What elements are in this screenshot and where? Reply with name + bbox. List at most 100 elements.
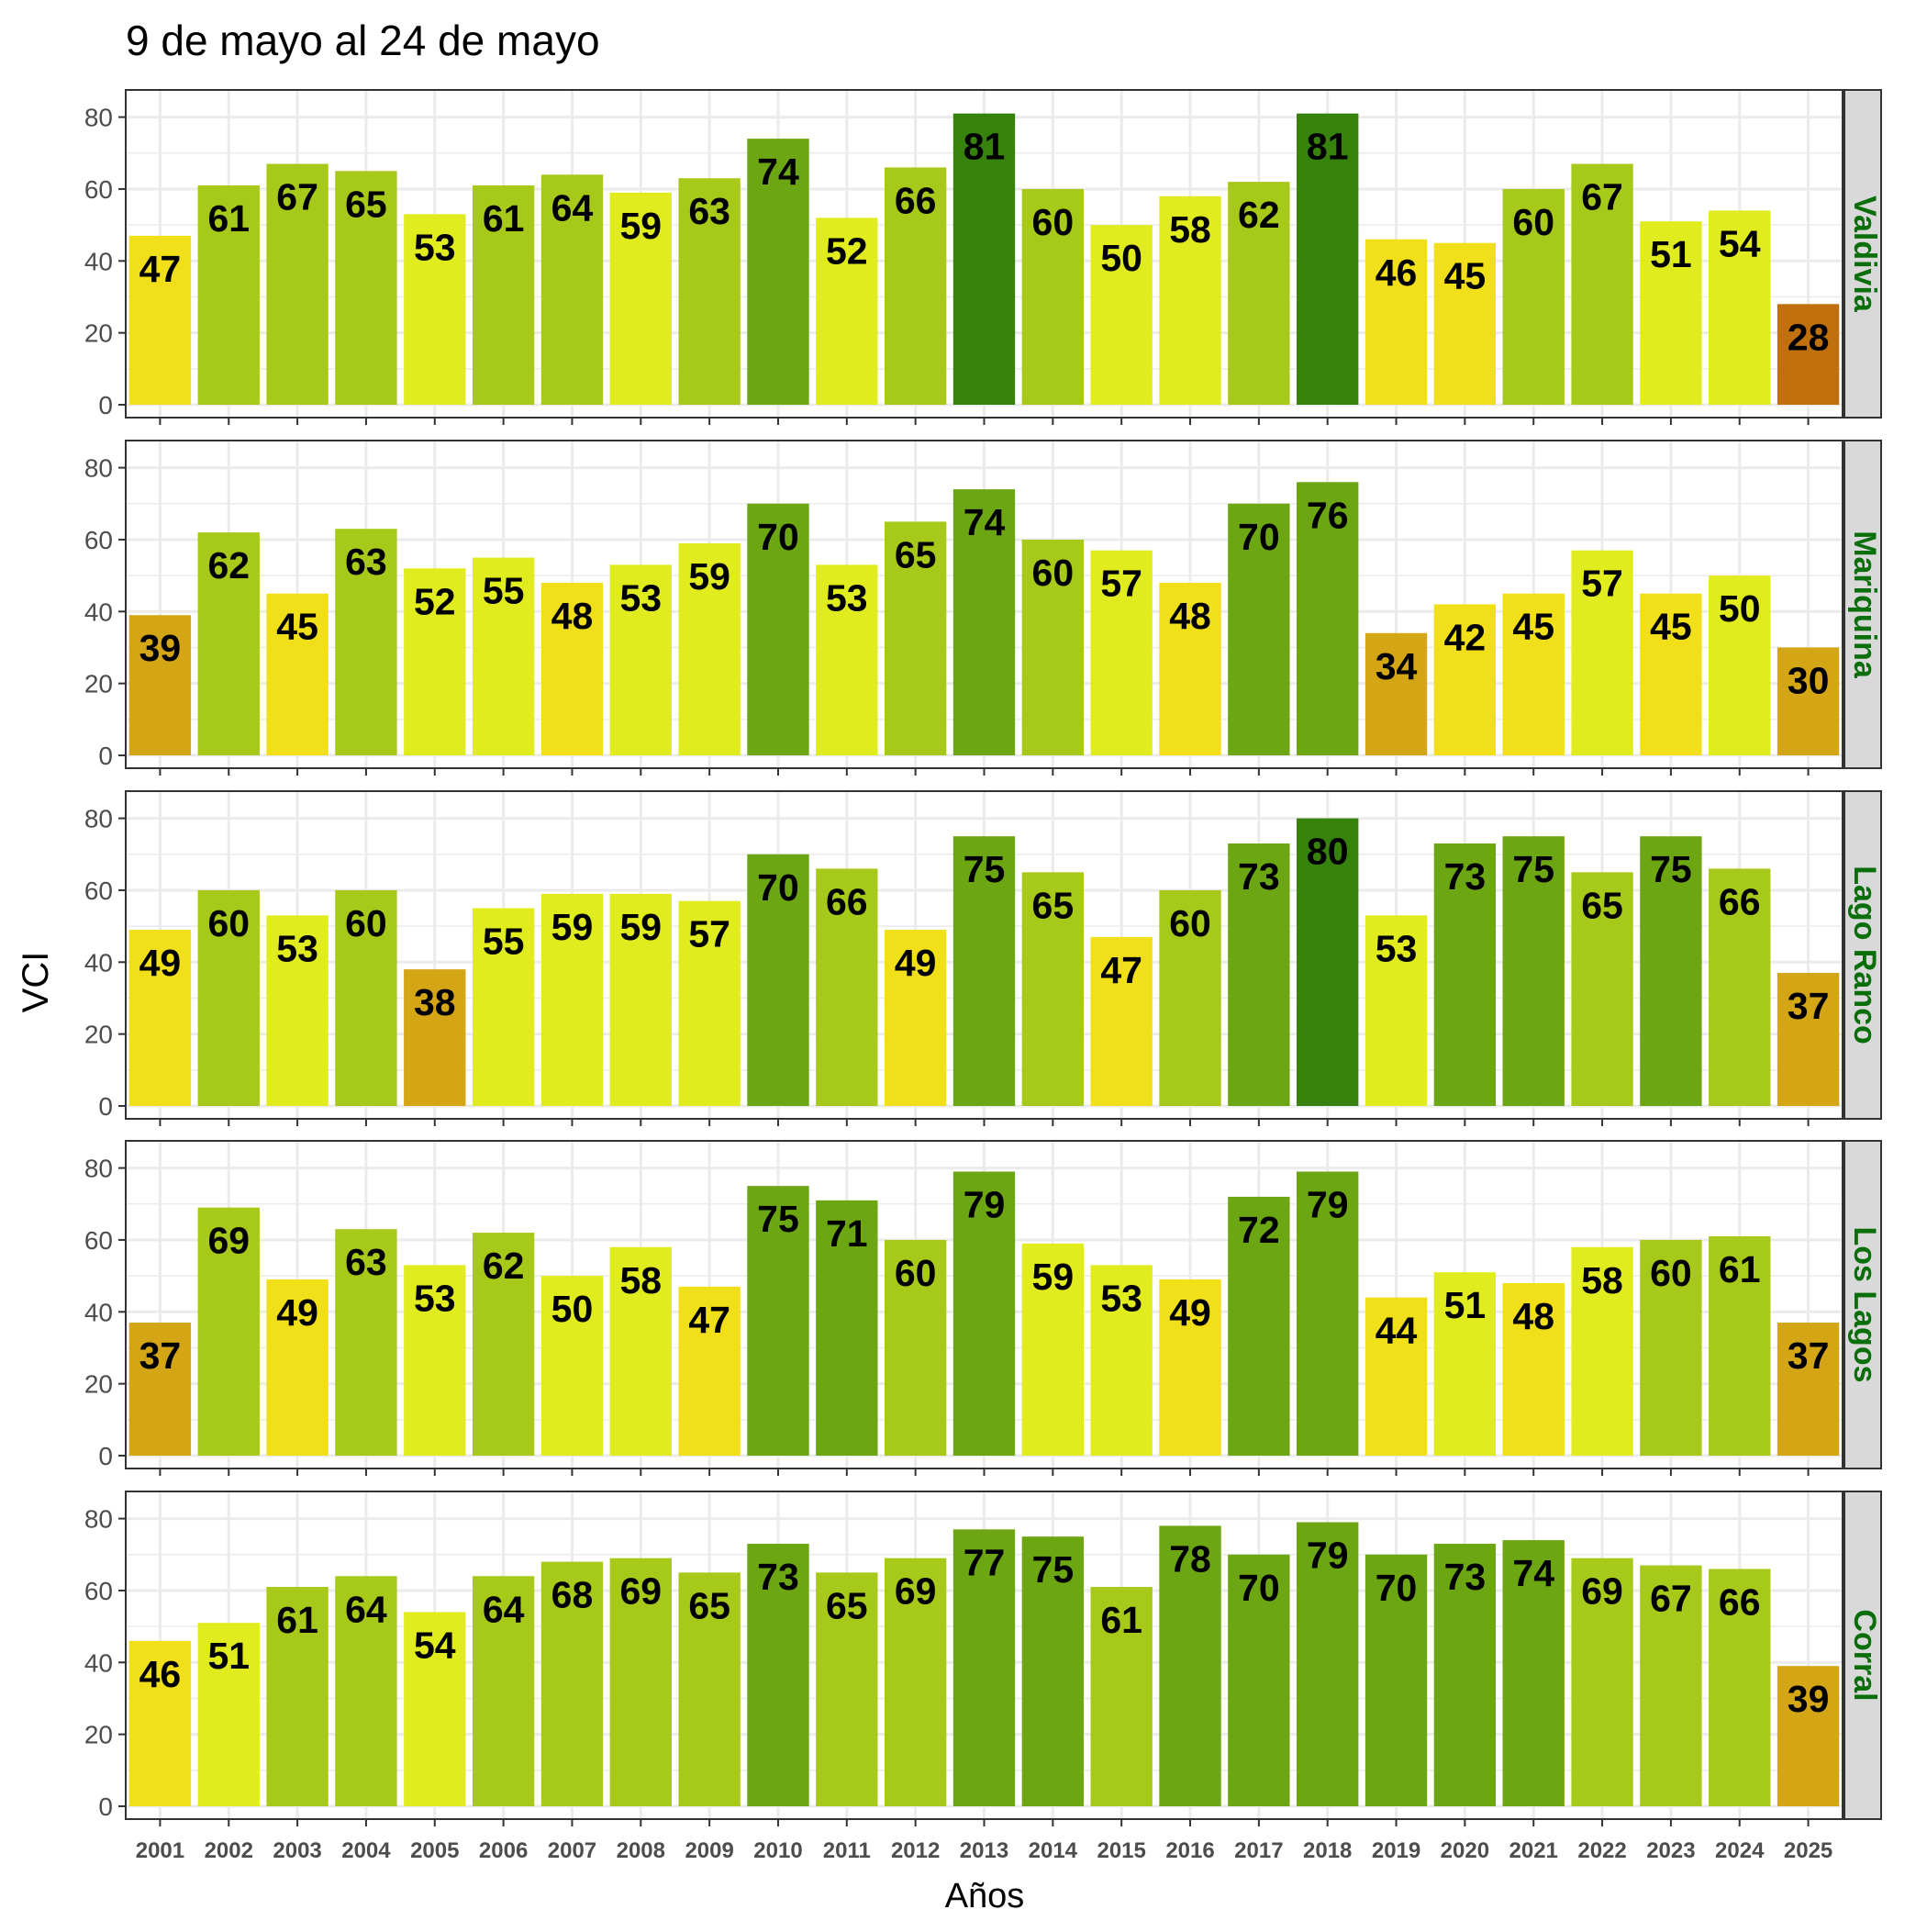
- y-tick-label: 60: [84, 526, 113, 554]
- bar-value-label: 48: [1169, 595, 1211, 637]
- x-tick-label: 2022: [1577, 1838, 1626, 1863]
- bar: [128, 1323, 192, 1456]
- bar: [128, 930, 192, 1106]
- y-tick-label: 60: [84, 877, 113, 905]
- bar: [1709, 1236, 1771, 1456]
- bar-value-label: 54: [1719, 222, 1761, 264]
- bar-value-label: 49: [1169, 1291, 1211, 1334]
- facet-panel: 46 51 61 64 54 64 68 69 65 73 65 69 77 75 61 78 70 79 70 73…: [84, 1491, 1882, 1826]
- bar: [404, 969, 466, 1106]
- bar-value-label: 69: [895, 1570, 937, 1613]
- bar-value-label: 53: [276, 927, 318, 969]
- bar: [609, 564, 672, 755]
- bar-value-label: 50: [1100, 237, 1142, 279]
- x-tick-label: 2002: [205, 1838, 253, 1863]
- bar: [335, 889, 397, 1106]
- bar-value-label: 39: [139, 627, 182, 669]
- bar-value-label: 64: [483, 1588, 525, 1630]
- bar: [1228, 182, 1290, 405]
- bar-value-label: 73: [1444, 1556, 1487, 1598]
- bar-value-label: 76: [1307, 494, 1349, 536]
- bar-value-label: 81: [964, 126, 1006, 168]
- bar: [472, 908, 535, 1106]
- facet-strip: [1843, 1140, 1882, 1469]
- bar-value-label: 60: [1032, 552, 1075, 594]
- bar-value-label: 44: [1376, 1310, 1418, 1352]
- bar-value-label: 42: [1444, 616, 1487, 658]
- bar-value-label: 64: [551, 186, 594, 229]
- facet-strip-label: Lago Ranco: [1847, 865, 1882, 1044]
- bar: [678, 900, 741, 1106]
- bar: [609, 1246, 672, 1456]
- bar-value-label: 59: [551, 906, 594, 948]
- y-tick-label: 40: [84, 948, 113, 977]
- bar-value-label: 53: [1100, 1277, 1142, 1319]
- bar: [884, 1239, 947, 1456]
- bar: [266, 915, 329, 1106]
- y-tick-label: 0: [98, 391, 113, 419]
- bar: [1297, 1522, 1359, 1806]
- bar-value-label: 70: [1376, 1567, 1418, 1609]
- bar: [1571, 1558, 1633, 1806]
- facet-panel: 37 69 49 63 53 62 50 58 47 75 71 60 79 59 53 49 72 79 44 51…: [84, 1140, 1882, 1476]
- bar-value-label: 74: [964, 501, 1006, 543]
- bar: [472, 557, 535, 755]
- x-tick-label: 2008: [617, 1838, 665, 1863]
- bar-value-label: 65: [895, 533, 937, 575]
- bar: [1228, 503, 1290, 755]
- bar-value-label: 81: [1307, 126, 1349, 168]
- bar: [1777, 1666, 1840, 1806]
- bar-value-label: 53: [414, 226, 456, 268]
- bar: [1640, 1239, 1702, 1456]
- bar: [1433, 1544, 1497, 1806]
- y-tick-label: 0: [98, 1792, 113, 1821]
- bar: [1777, 973, 1840, 1106]
- bar: [404, 214, 466, 405]
- bar: [1364, 915, 1428, 1106]
- bar: [1090, 1265, 1153, 1456]
- y-tick-label: 60: [84, 1226, 113, 1255]
- x-axis-label: Años: [945, 1877, 1025, 1915]
- bar-value-label: 37: [139, 1335, 182, 1377]
- bar: [1228, 843, 1290, 1106]
- bar: [197, 532, 260, 755]
- bar: [1297, 482, 1359, 755]
- bar-value-label: 49: [276, 1291, 318, 1334]
- y-tick-label: 80: [84, 104, 113, 132]
- bar-value-label: 59: [688, 555, 730, 597]
- bar: [952, 113, 1016, 405]
- bar-value-label: 49: [139, 942, 182, 984]
- bar: [952, 1529, 1016, 1806]
- bar-value-label: 45: [276, 606, 318, 648]
- bar-value-label: 74: [757, 151, 799, 193]
- bar: [1090, 936, 1153, 1106]
- bar: [609, 192, 672, 405]
- bar: [540, 1276, 604, 1456]
- bar-value-label: 70: [1238, 1567, 1280, 1609]
- bar-value-label: 45: [1512, 606, 1554, 648]
- facet-panel: 49 60 53 60 38 55 59 59 57 70 66 49 75 65 47 60 73 80 53 73…: [84, 790, 1882, 1126]
- x-tick-label: 2024: [1715, 1838, 1765, 1863]
- bar-value-label: 60: [1512, 201, 1554, 243]
- bar-value-label: 46: [1376, 251, 1418, 294]
- x-tick-label: 2009: [685, 1838, 733, 1863]
- bar: [1571, 872, 1633, 1106]
- bar-value-label: 58: [1581, 1259, 1623, 1301]
- bar: [1502, 836, 1565, 1106]
- bar-value-label: 79: [964, 1184, 1006, 1226]
- bar: [266, 593, 329, 755]
- bar: [1502, 593, 1565, 755]
- x-tick-label: 2014: [1029, 1838, 1078, 1863]
- x-tick-label: 2001: [136, 1838, 184, 1863]
- x-tick-label: 2010: [753, 1838, 802, 1863]
- bar-value-label: 63: [345, 1241, 387, 1283]
- bar: [1640, 221, 1702, 405]
- bar-value-label: 67: [1581, 176, 1623, 218]
- y-tick-label: 60: [84, 1577, 113, 1605]
- y-tick-label: 0: [98, 742, 113, 770]
- bar: [1228, 1196, 1290, 1456]
- facet-strip: [1843, 1491, 1882, 1820]
- bar: [1777, 1323, 1840, 1456]
- bar-value-label: 51: [1650, 233, 1692, 275]
- bar-value-label: 58: [1169, 208, 1211, 251]
